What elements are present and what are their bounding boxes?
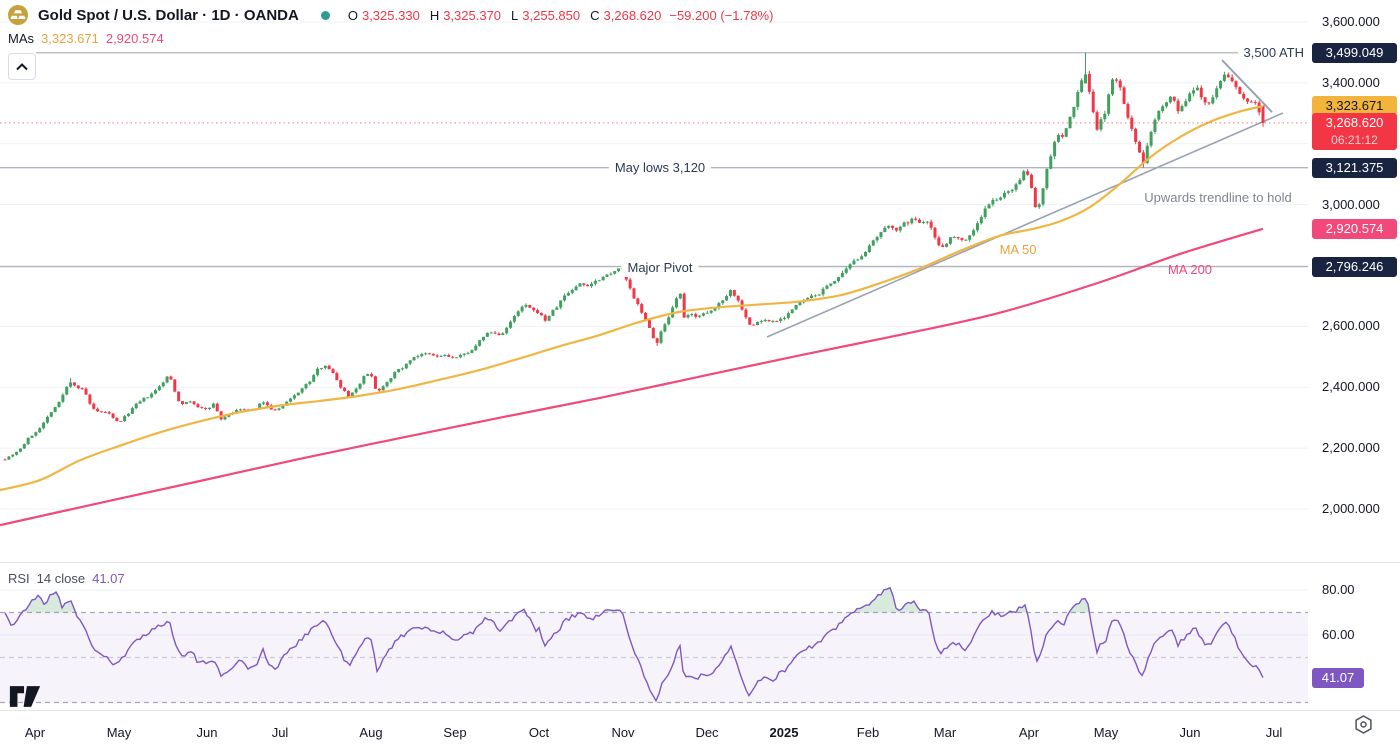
time-axis-label-mar: Mar [933, 725, 957, 740]
time-axis-separator [0, 710, 1400, 711]
price-axis-label: 2,000.000 [1322, 501, 1380, 516]
last-price-badge: 3,268.620 06:21:12 [1312, 112, 1397, 150]
symbol-legend[interactable]: Gold Spot / U.S. Dollar · 1D · OANDA O 3,… [8, 5, 773, 25]
rsi-title: RSI [8, 571, 30, 586]
tradingview-attribution-button[interactable] [1352, 713, 1374, 735]
market-status-dot [320, 10, 330, 20]
ma200-price-badge: 2,920.574 [1312, 218, 1397, 239]
ma200-legend-value: 2,920.574 [105, 31, 164, 46]
candlestick-series [3, 52, 1265, 461]
price-axis-label: 3,000.000 [1322, 196, 1380, 212]
low-value: 3,255.850 [522, 7, 581, 23]
time-axis-label-sep: Sep [443, 725, 467, 740]
time-axis-label-oct: Oct [528, 725, 550, 740]
change-value: −59.200 (−1.78%) [669, 7, 774, 23]
ath-annotation-label[interactable]: 3,500 ATH [1237, 44, 1310, 62]
time-axis-label-jul: Jul [271, 725, 289, 740]
time-axis-label-jun: Jun [1179, 725, 1201, 740]
ma50-tag-label[interactable]: MA 50 [999, 242, 1037, 257]
rsi-value-badge: 41.07 [1312, 667, 1364, 688]
price-axis-label: 2,200.000 [1322, 440, 1380, 456]
tradingview-logo[interactable] [8, 684, 42, 709]
time-axis-label-nov: Nov [611, 725, 635, 740]
time-axis-label-may: May [106, 725, 132, 740]
collapse-legend-button[interactable] [8, 53, 36, 80]
may-lows-price-badge: 3,121.375 [1312, 157, 1397, 178]
ma50-price-badge: 3,323.671 [1312, 96, 1397, 117]
time-axis-label-apr: Apr [24, 725, 46, 740]
moving-average-lines [0, 105, 1264, 527]
mas-label: MAs [8, 31, 34, 46]
bar-countdown: 06:21:12 [1331, 132, 1378, 147]
time-axis-label-jul: Jul [1265, 725, 1283, 740]
ohlc-values: O 3,325.330 H 3,325.370 L 3,255.850 C 3,268.… [348, 8, 774, 23]
time-axis-label-dec: Dec [695, 725, 719, 740]
trendline-drawings[interactable] [766, 59, 1284, 338]
rsi-axis-label: 60.00 [1322, 627, 1355, 642]
major-pivot-price-badge: 2,796.246 [1312, 256, 1397, 277]
time-axis-label-jun: Jun [196, 725, 218, 740]
ath-price-badge: 3,499.049 [1312, 42, 1397, 63]
major-pivot-annotation-label[interactable]: Major Pivot [621, 259, 699, 277]
time-axis[interactable]: Apr May Jun Jul Aug Sep Oct Nov Dec 2025 Feb Mar Apr… [0, 711, 1400, 746]
price-axis-label: 2,600.000 [1322, 318, 1380, 334]
low-label: L [511, 7, 519, 23]
ma200-tag-label[interactable]: MA 200 [1167, 262, 1213, 277]
close-value: 3,268.620 [603, 7, 662, 23]
close-label: C [590, 7, 600, 23]
may-lows-annotation-label[interactable]: May lows 3,120 [608, 159, 712, 177]
price-axis-label: 3,400.000 [1322, 74, 1380, 90]
price-axis-label: 2,400.000 [1322, 379, 1380, 395]
time-axis-label-feb: Feb [856, 725, 880, 740]
chevron-up-icon [16, 62, 28, 70]
rsi-axis-label: 80.00 [1322, 582, 1355, 597]
high-label: H [429, 7, 440, 23]
price-axis-label: 3,600.000 [1322, 14, 1380, 29]
ma50-legend-value: 3,323.671 [41, 31, 99, 46]
high-value: 3,325.370 [443, 7, 502, 23]
rsi-line [4, 586, 1264, 703]
pane-separator[interactable] [0, 562, 1400, 563]
open-value: 3,325.330 [361, 7, 420, 23]
rsi-legend[interactable]: RSI 14 close 41.07 [8, 571, 125, 586]
price-chart-canvas[interactable] [0, 0, 1308, 710]
price-axis[interactable]: 3,600.000 3,400.000 3,000.000 2,600.000 2,40… [1308, 0, 1400, 710]
open-label: O [347, 7, 358, 23]
hexagon-logo-icon [1354, 714, 1372, 734]
gold-symbol-icon [8, 5, 28, 25]
time-axis-label-may: May [1093, 725, 1119, 740]
mas-legend[interactable]: MAs 3,323.671 2,920.574 [8, 31, 164, 46]
symbol-title: Gold Spot / U.S. Dollar · 1D · OANDA [38, 6, 299, 24]
rsi-params: 14 close [36, 571, 86, 586]
rsi-value: 41.07 [92, 571, 125, 586]
last-price-value: 3,268.620 [1325, 114, 1384, 130]
time-axis-label-apr: Apr [1018, 725, 1040, 740]
time-axis-label-aug: Aug [359, 725, 383, 740]
time-axis-label-2025: 2025 [769, 725, 799, 740]
trendline-note-label[interactable]: Upwards trendline to hold [1144, 190, 1292, 205]
rsi-pane [0, 586, 1308, 704]
